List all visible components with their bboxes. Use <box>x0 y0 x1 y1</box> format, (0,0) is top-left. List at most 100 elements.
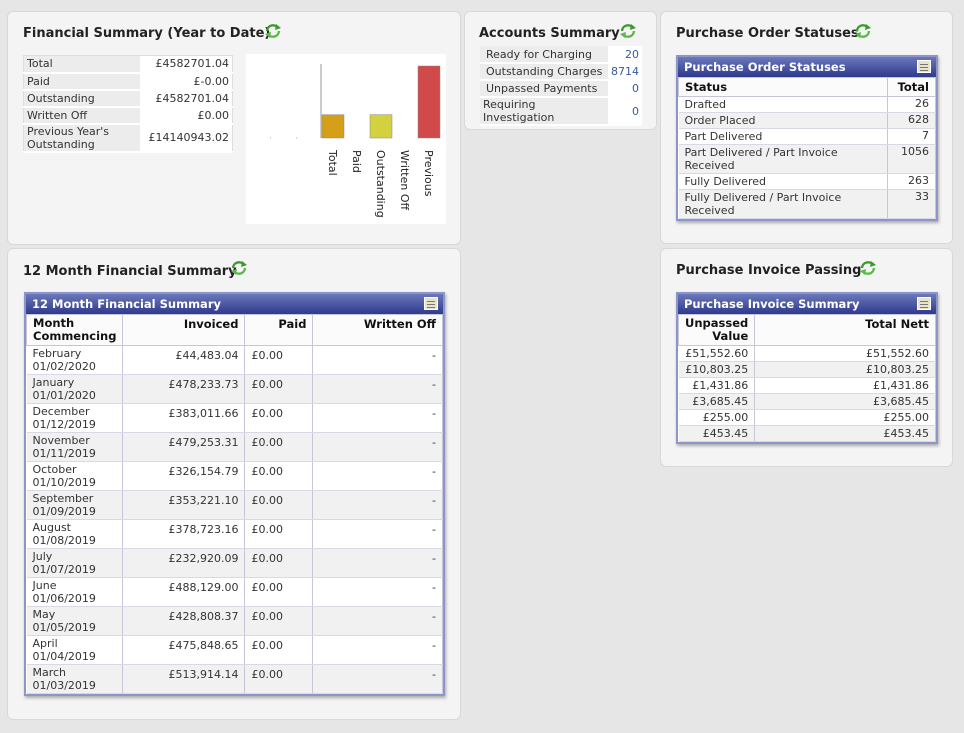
table-row[interactable]: Fully Delivered / Part Invoice Received 3… <box>678 189 936 219</box>
table-row[interactable]: August 01/08/2019 £378,723.16 £0.00- <box>26 519 443 549</box>
po-status-total[interactable]: 263 <box>887 173 936 190</box>
column-header-unpassed-value[interactable]: Unpassed Value <box>677 314 756 346</box>
month-cell[interactable]: December 01/12/2019 <box>26 403 124 433</box>
table-row[interactable]: February 01/02/2020 £44,483.04 £0.00- <box>26 345 443 375</box>
accounts-summary-row[interactable]: Requiring Investigation 0 <box>480 97 642 126</box>
total-nett-cell[interactable]: £255.00 <box>754 409 936 426</box>
table-row[interactable]: Part Delivered / Part Invoice Received 10… <box>678 144 936 174</box>
month-cell[interactable]: February 01/02/2020 <box>26 345 124 375</box>
table-row[interactable]: March 01/03/2019 £513,914.14 £0.00- <box>26 664 443 694</box>
month-name: January <box>32 376 75 389</box>
grid-options-icon[interactable] <box>917 60 931 73</box>
po-status-total[interactable]: 1056 <box>887 144 936 174</box>
refresh-icon[interactable] <box>859 260 877 276</box>
table-row[interactable]: September 01/09/2019 £353,221.10 £0.00- <box>26 490 443 520</box>
grid-options-icon[interactable] <box>917 297 931 310</box>
po-status-total[interactable]: 7 <box>887 128 936 145</box>
column-header-total[interactable]: Total <box>887 77 936 97</box>
column-header-written-off[interactable]: Written Off <box>312 314 443 346</box>
accounts-summary-value[interactable]: 20 <box>608 46 642 64</box>
month-cell[interactable]: June 01/06/2019 <box>26 577 124 607</box>
refresh-icon[interactable] <box>264 23 282 39</box>
total-nett-cell[interactable]: £453.45 <box>754 425 936 442</box>
table-row[interactable]: £255.00 £255.00 <box>678 409 936 426</box>
accounts-summary-label: Outstanding Charges <box>480 63 608 81</box>
column-header-invoiced[interactable]: Invoiced <box>122 314 246 346</box>
financial-summary-title: Financial Summary (Year to Date) <box>23 26 271 41</box>
unpassed-value-cell[interactable]: £51,552.60 <box>678 345 756 362</box>
financial-summary-value: £-0.00 <box>139 72 233 91</box>
accounts-summary-row[interactable]: Unpassed Payments 0 <box>480 80 642 98</box>
table-row[interactable]: November 01/11/2019 £479,253.31 £0.00- <box>26 432 443 462</box>
table-row[interactable]: October 01/10/2019 £326,154.79 £0.00- <box>26 461 443 491</box>
accounts-summary-row[interactable]: Ready for Charging 20 <box>480 46 642 64</box>
month-cell[interactable]: August 01/08/2019 <box>26 519 124 549</box>
total-nett-cell[interactable]: £1,431.86 <box>754 377 936 394</box>
unpassed-value-cell[interactable]: £255.00 <box>678 409 756 426</box>
total-nett-cell[interactable]: £10,803.25 <box>754 361 936 378</box>
paid-cell: £0.00 <box>244 664 314 694</box>
table-row[interactable]: £453.45 £453.45 <box>678 425 936 442</box>
refresh-icon[interactable] <box>619 23 637 39</box>
table-row[interactable]: Order Placed 628 <box>678 112 936 129</box>
written-off-cell: - <box>312 577 443 607</box>
table-row[interactable]: £1,431.86 £1,431.86 <box>678 377 936 394</box>
invoiced-cell: £488,129.00 <box>122 577 246 607</box>
table-row[interactable]: Fully Delivered 263 <box>678 173 936 190</box>
po-statuses-title: Purchase Order Statuses <box>676 26 859 41</box>
accounts-summary-value[interactable]: 0 <box>608 80 642 98</box>
paid-cell: £0.00 <box>244 519 314 549</box>
month-cell[interactable]: July 01/07/2019 <box>26 548 124 578</box>
month-name: April <box>32 637 58 650</box>
po-status-total[interactable]: 26 <box>887 96 936 113</box>
unpassed-value-cell[interactable]: £3,685.45 <box>678 393 756 410</box>
refresh-icon[interactable] <box>854 23 872 39</box>
month-date: 01/01/2020 <box>32 389 96 402</box>
unpassed-value-cell[interactable]: £10,803.25 <box>678 361 756 378</box>
total-nett-cell[interactable]: £3,685.45 <box>754 393 936 410</box>
month-name: November <box>32 434 90 447</box>
grid-options-icon[interactable] <box>424 297 438 310</box>
month-cell[interactable]: January 01/01/2020 <box>26 374 124 404</box>
table-row[interactable]: Part Delivered 7 <box>678 128 936 145</box>
month-cell[interactable]: September 01/09/2019 <box>26 490 124 520</box>
table-row[interactable]: £10,803.25 £10,803.25 <box>678 361 936 378</box>
invoice-passing-panel: Purchase Invoice Passing Purchase Invoic… <box>660 248 953 467</box>
month-cell[interactable]: May 01/05/2019 <box>26 606 124 636</box>
month-cell[interactable]: October 01/10/2019 <box>26 461 124 491</box>
accounts-summary-row[interactable]: Outstanding Charges 8714 <box>480 63 642 81</box>
po-status-total[interactable]: 33 <box>887 189 936 219</box>
table-row[interactable]: £3,685.45 £3,685.45 <box>678 393 936 410</box>
po-status-total[interactable]: 628 <box>887 112 936 129</box>
table-row[interactable]: January 01/01/2020 £478,233.73 £0.00- <box>26 374 443 404</box>
table-row[interactable]: Drafted 26 <box>678 96 936 113</box>
invoiced-cell: £44,483.04 <box>122 345 246 375</box>
month-date: 01/08/2019 <box>32 534 96 547</box>
column-header-month[interactable]: Month Commencing <box>25 314 124 346</box>
accounts-summary-value[interactable]: 0 <box>608 97 642 126</box>
table-row[interactable]: April 01/04/2019 £475,848.65 £0.00- <box>26 635 443 665</box>
po-statuses-grid-header: Purchase Order Statuses <box>678 57 936 77</box>
unpassed-value-cell[interactable]: £1,431.86 <box>678 377 756 394</box>
invoiced-cell: £383,011.66 <box>122 403 246 433</box>
paid-cell: £0.00 <box>244 403 314 433</box>
month-cell[interactable]: March 01/03/2019 <box>26 664 124 694</box>
table-row[interactable]: June 01/06/2019 £488,129.00 £0.00- <box>26 577 443 607</box>
financial-summary-label: Previous Year's Outstanding <box>23 123 140 153</box>
column-header-paid[interactable]: Paid <box>244 314 314 346</box>
invoiced-cell: £513,914.14 <box>122 664 246 694</box>
month-cell[interactable]: November 01/11/2019 <box>26 432 124 462</box>
unpassed-value-cell[interactable]: £453.45 <box>678 425 756 442</box>
column-header-total-nett[interactable]: Total Nett <box>754 314 936 346</box>
month-cell[interactable]: April 01/04/2019 <box>26 635 124 665</box>
column-header-status[interactable]: Status <box>678 77 888 97</box>
table-row[interactable]: December 01/12/2019 £383,011.66 £0.00- <box>26 403 443 433</box>
chart-tick-label: Previous <box>422 150 435 197</box>
refresh-icon[interactable] <box>230 260 248 276</box>
paid-cell: £0.00 <box>244 432 314 462</box>
table-row[interactable]: £51,552.60 £51,552.60 <box>678 345 936 362</box>
table-row[interactable]: July 01/07/2019 £232,920.09 £0.00- <box>26 548 443 578</box>
accounts-summary-value[interactable]: 8714 <box>608 63 642 81</box>
table-row[interactable]: May 01/05/2019 £428,808.37 £0.00- <box>26 606 443 636</box>
total-nett-cell[interactable]: £51,552.60 <box>754 345 936 362</box>
